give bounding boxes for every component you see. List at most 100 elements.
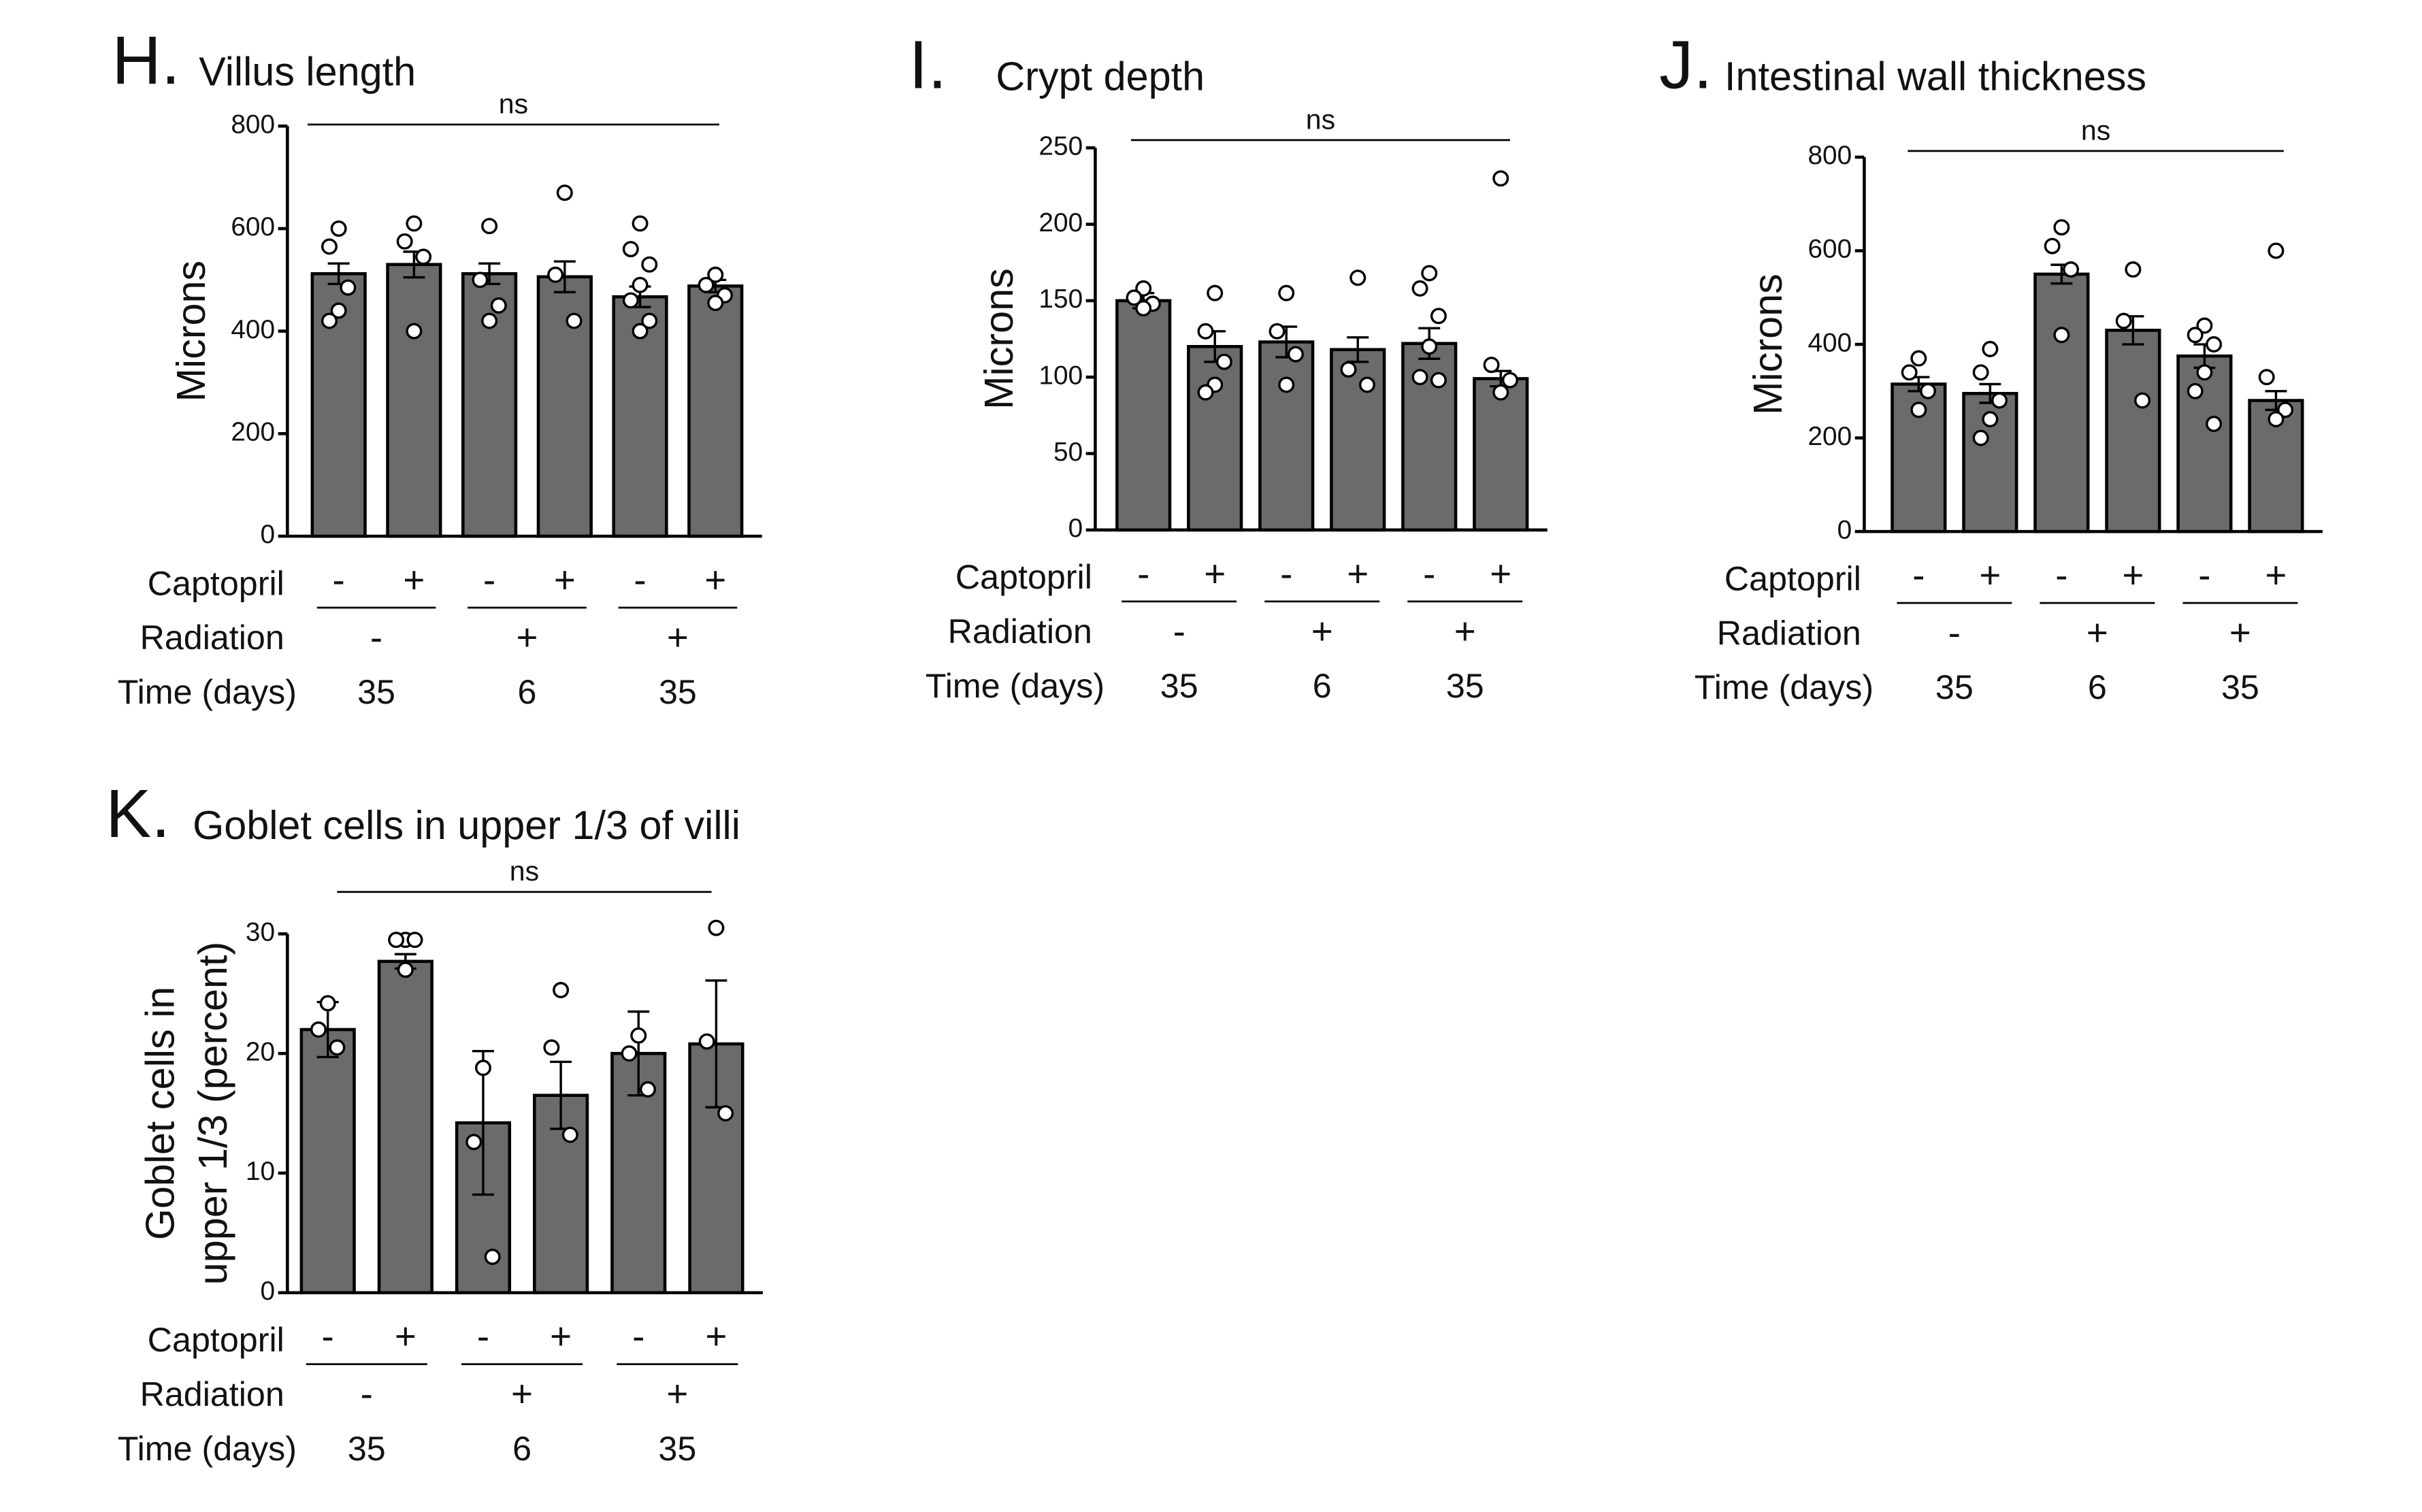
y-tick-label: 100 bbox=[1038, 361, 1083, 390]
data-point bbox=[1358, 376, 1375, 393]
time-label: 35 bbox=[348, 1430, 386, 1468]
y-tick-label: 200 bbox=[1038, 208, 1083, 237]
data-point bbox=[1430, 372, 1447, 389]
chart-title: Intestinal wall thickness bbox=[1724, 53, 2146, 99]
data-point bbox=[1972, 364, 1989, 381]
time-label: 35 bbox=[2221, 668, 2259, 706]
captopril-label: - bbox=[1280, 553, 1292, 595]
bar bbox=[1187, 344, 1243, 532]
bar bbox=[1473, 377, 1529, 532]
data-point bbox=[556, 184, 573, 201]
data-point bbox=[1492, 384, 1509, 401]
radiation-label: + bbox=[1454, 610, 1476, 652]
time-label: 6 bbox=[1313, 667, 1332, 705]
data-point bbox=[2134, 392, 2151, 409]
row-label: Time (days) bbox=[118, 1430, 297, 1468]
data-point bbox=[472, 272, 489, 289]
y-tick-label: 50 bbox=[1053, 438, 1083, 467]
data-point bbox=[321, 238, 338, 255]
captopril-label: - bbox=[483, 559, 495, 601]
captopril-label: - bbox=[634, 559, 646, 601]
row-label: Time (days) bbox=[1695, 668, 1873, 706]
error-bar bbox=[553, 260, 576, 294]
row-label: Captopril bbox=[148, 1321, 284, 1359]
data-point bbox=[340, 279, 357, 296]
captopril-label: - bbox=[1912, 554, 1925, 596]
data-point bbox=[1483, 357, 1500, 374]
data-point bbox=[490, 297, 507, 314]
y-tick-label: 30 bbox=[246, 918, 275, 947]
captopril-label: + bbox=[2122, 554, 2144, 596]
data-point bbox=[547, 266, 564, 283]
data-point bbox=[632, 215, 649, 232]
bar bbox=[299, 1028, 356, 1295]
time-label: 6 bbox=[512, 1430, 531, 1468]
bar bbox=[687, 284, 744, 538]
time-label: 35 bbox=[1446, 667, 1484, 705]
data-point bbox=[2196, 364, 2213, 381]
bar bbox=[461, 272, 518, 538]
data-point bbox=[1501, 372, 1518, 389]
data-point bbox=[2258, 369, 2275, 386]
data-point bbox=[1197, 323, 1214, 340]
significance-label: ns bbox=[510, 855, 539, 887]
data-point bbox=[1278, 376, 1295, 393]
radiation-label: + bbox=[1311, 610, 1333, 652]
radiation-label: + bbox=[511, 1373, 533, 1415]
data-point bbox=[2268, 411, 2285, 428]
data-point bbox=[566, 312, 583, 329]
radiation-label: - bbox=[1948, 612, 1961, 654]
bar bbox=[2105, 329, 2161, 533]
data-point bbox=[621, 1045, 638, 1062]
data-point bbox=[1421, 338, 1438, 355]
data-point bbox=[1901, 364, 1918, 381]
data-point bbox=[396, 233, 413, 250]
time-label: 35 bbox=[1935, 668, 1974, 706]
data-point bbox=[2206, 415, 2223, 432]
y-tick-label: 200 bbox=[1807, 422, 1852, 451]
significance-label: ns bbox=[499, 88, 528, 119]
captopril-label: - bbox=[477, 1315, 489, 1358]
captopril-label: + bbox=[2265, 554, 2287, 596]
data-point bbox=[329, 1039, 346, 1056]
y-axis-label: Microns bbox=[976, 268, 1021, 410]
significance-label: ns bbox=[2081, 114, 2110, 146]
row-label: Radiation bbox=[1717, 614, 1861, 652]
data-point bbox=[553, 982, 570, 998]
bar bbox=[1115, 299, 1172, 532]
y-tick-label: 800 bbox=[1807, 141, 1852, 170]
data-point bbox=[2187, 382, 2204, 399]
time-label: 35 bbox=[357, 673, 395, 711]
data-point bbox=[319, 995, 336, 1012]
radiation-label: - bbox=[361, 1373, 373, 1415]
data-point bbox=[561, 1126, 578, 1143]
data-point bbox=[1972, 429, 1989, 446]
bar bbox=[386, 263, 442, 538]
y-tick-label: 600 bbox=[1807, 235, 1852, 264]
row-label: Time (days) bbox=[118, 673, 297, 711]
y-axis-label: upper 1/3 (percent) bbox=[190, 942, 235, 1285]
radiation-label: - bbox=[370, 616, 382, 658]
y-axis-label: Microns bbox=[1745, 274, 1790, 415]
radiation-label: + bbox=[2229, 612, 2251, 654]
bar bbox=[1401, 342, 1458, 532]
y-tick-label: 400 bbox=[231, 315, 275, 344]
bar bbox=[536, 275, 593, 538]
data-point bbox=[330, 220, 347, 237]
data-point bbox=[707, 266, 724, 283]
data-point bbox=[641, 312, 658, 329]
data-point bbox=[1910, 350, 1927, 367]
data-point bbox=[632, 276, 649, 293]
captopril-label: + bbox=[705, 1315, 727, 1358]
radiation-label: - bbox=[1173, 610, 1185, 652]
data-point bbox=[707, 295, 724, 312]
panel-label: K. bbox=[105, 776, 170, 852]
chart-title: Crypt depth bbox=[996, 53, 1205, 99]
data-point bbox=[388, 932, 405, 949]
data-point bbox=[1126, 289, 1143, 306]
panel-label: H. bbox=[112, 22, 180, 99]
captopril-label: + bbox=[1347, 553, 1369, 595]
data-point bbox=[1215, 353, 1232, 370]
row-label: Captopril bbox=[1724, 559, 1861, 597]
